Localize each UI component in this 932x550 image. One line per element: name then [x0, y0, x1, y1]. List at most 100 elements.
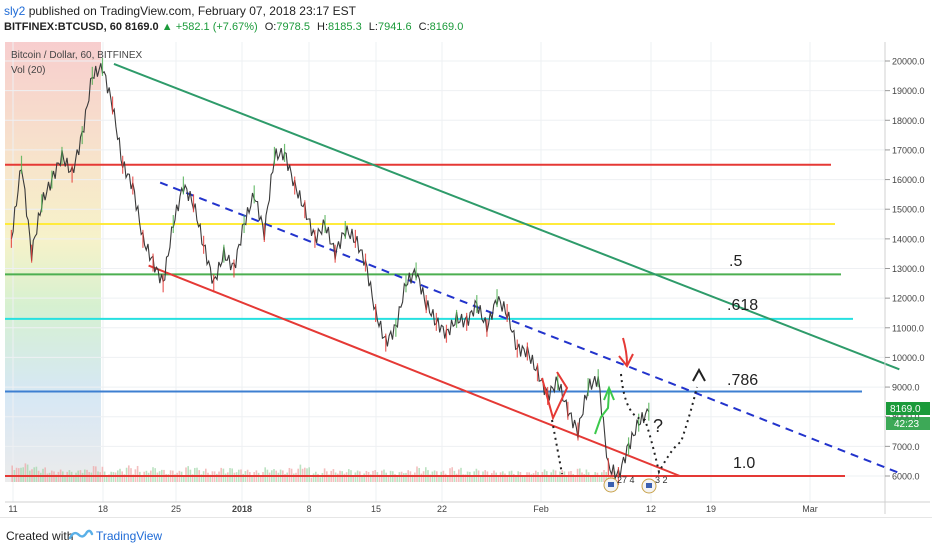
volume-bar	[108, 474, 110, 482]
event-badge-1[interactable]: 27 4	[603, 475, 635, 493]
price-tick-label: 15000.0	[892, 205, 925, 215]
green-up-arrow	[603, 385, 615, 401]
volume-bar	[310, 477, 313, 482]
close-label: C:	[418, 21, 430, 33]
dotted-path-left	[551, 419, 563, 475]
time-axis[interactable]: 11 18 25 2018 8 15 22 Feb 12 19 Mar	[5, 501, 930, 514]
volume-bar	[288, 467, 291, 482]
volume-bar	[185, 467, 187, 482]
price-tick-label: 6000.0	[892, 472, 920, 482]
fib-levels	[5, 163, 862, 477]
volume-bar	[519, 472, 522, 482]
price-chart-svg[interactable]: Bitcoin / Dollar, 60, BITFINEX Vol (20) …	[5, 42, 930, 514]
red-down-arrow-shaft	[622, 337, 628, 365]
volume-bar	[378, 474, 381, 482]
fib-label-0-618: .618	[727, 297, 758, 314]
volume-bar	[174, 474, 176, 482]
volume-bar	[398, 472, 401, 482]
volume-bar	[480, 475, 482, 482]
volume-bar	[495, 472, 497, 482]
volume-bar	[354, 472, 357, 482]
volume-bar	[95, 466, 97, 482]
volume-bar	[46, 473, 49, 482]
fib-label-0-5: .5	[729, 253, 742, 270]
price-tick-label: 12000.0	[892, 294, 925, 304]
volume-bar	[515, 475, 517, 482]
volume-bar	[75, 472, 77, 482]
series-title: Bitcoin / Dollar, 60, BITFINEX	[11, 50, 142, 61]
volume-bar	[438, 475, 440, 482]
volume-bar	[200, 474, 203, 482]
bar-countdown: 42:23	[894, 419, 919, 430]
chart-area[interactable]: Bitcoin / Dollar, 60, BITFINEX Vol (20) …	[5, 42, 930, 514]
volume-bar	[343, 473, 346, 482]
time-tick-label: 25	[171, 504, 181, 514]
volume-bar	[44, 467, 46, 482]
volume-bar	[48, 472, 51, 482]
volume-bar	[488, 476, 491, 482]
volume-bar	[601, 472, 603, 482]
time-tick-label: 8	[306, 504, 311, 514]
volume-bar	[88, 472, 90, 482]
event-badge-2-count: 3 2	[655, 475, 668, 485]
volume-bar	[411, 474, 414, 482]
fib-label-1-0: 1.0	[733, 455, 755, 472]
volume-bar	[15, 467, 18, 482]
volume-bar	[264, 467, 266, 482]
footer-divider	[0, 517, 932, 518]
volume-bar	[539, 475, 541, 482]
volume-bar	[592, 474, 594, 482]
annotation-drawings	[541, 337, 706, 475]
low-value: 7941.6	[377, 21, 412, 33]
volume-bar	[528, 472, 530, 482]
volume-bar	[20, 467, 22, 482]
volume-bar	[242, 473, 244, 482]
volume-bar	[414, 472, 416, 482]
volume-bar	[64, 476, 66, 482]
volume-bar	[299, 464, 302, 482]
volume-bar	[132, 474, 134, 482]
volume-bar	[55, 474, 57, 482]
tradingview-logo-icon[interactable]	[68, 528, 94, 542]
volume-bar	[235, 472, 238, 482]
event-badge-2[interactable]: 3 2	[641, 475, 668, 494]
volume-bar	[308, 467, 310, 482]
open-label: O:	[264, 21, 277, 33]
time-tick-label: 11	[8, 504, 17, 514]
volume-bar	[99, 472, 101, 482]
volume-bar	[370, 474, 372, 482]
price-axis[interactable]: 20000.0 19000.0 18000.0 17000.0 16000.0 15000…	[885, 57, 925, 482]
volume-bar	[196, 467, 198, 482]
volume-bar	[376, 472, 379, 482]
symbol-name: BITFINEX:BTCUSD, 60	[4, 21, 122, 33]
volume-bar	[581, 472, 583, 482]
volume-bar	[40, 472, 42, 482]
volume-bar	[352, 475, 354, 482]
volume-bar	[396, 475, 398, 482]
price-tick-label: 9000.0	[892, 383, 920, 393]
volume-bar	[253, 472, 255, 482]
price-tick-label: 13000.0	[892, 264, 925, 274]
volume-bar	[268, 472, 271, 482]
volume-bar	[22, 467, 24, 482]
volume-bar	[183, 475, 185, 482]
volume-bar	[152, 467, 154, 482]
volume-bar	[499, 472, 502, 482]
volume-bar	[11, 465, 13, 482]
trendline	[148, 264, 681, 477]
last-price-badge-value: 8169.0	[890, 404, 921, 415]
open-value: 7978.5	[276, 21, 310, 33]
price-tick-label: 20000.0	[892, 57, 925, 67]
volume-bar	[176, 472, 178, 482]
price-tick-label: 10000.0	[892, 353, 925, 363]
volume-bar	[220, 467, 222, 482]
author-link[interactable]: sly2	[4, 4, 26, 18]
time-tick-label: 2018	[232, 504, 252, 514]
time-tick-label: 19	[706, 504, 716, 514]
tradingview-brand-link[interactable]: TradingView	[96, 529, 163, 543]
volume-indicator-label: Vol (20)	[11, 65, 45, 76]
time-tick-label: 12	[646, 504, 656, 514]
volume-bar	[312, 473, 315, 482]
volume-bar	[304, 467, 306, 482]
volume-bar	[286, 472, 288, 482]
